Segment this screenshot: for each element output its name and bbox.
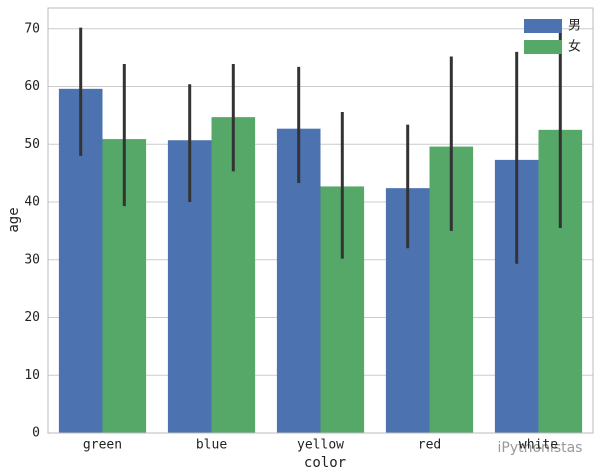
y-tick-label: 60: [24, 79, 40, 94]
y-axis-label: age: [6, 207, 22, 232]
y-tick-label: 20: [24, 310, 40, 325]
watermark: iPythonistas: [498, 440, 583, 456]
y-tick-label: 0: [32, 426, 40, 441]
x-axis-label: color: [304, 455, 346, 471]
legend-label: 女: [568, 39, 581, 55]
x-tick-label: blue: [196, 438, 227, 453]
legend-label: 男: [568, 19, 581, 34]
x-tick-label: yellow: [297, 438, 344, 453]
plot-frame: [47, 7, 594, 434]
x-tick-label: red: [418, 438, 441, 453]
y-tick-label: 50: [24, 137, 40, 152]
y-tick-label: 10: [24, 368, 40, 383]
legend-swatch: [524, 40, 562, 54]
y-tick-label: 30: [24, 252, 40, 267]
legend-swatch: [524, 19, 562, 33]
x-tick-label: white: [519, 438, 558, 453]
x-tick-label: green: [83, 438, 122, 453]
y-tick-label: 40: [24, 195, 40, 210]
y-tick-label: 70: [24, 21, 40, 36]
